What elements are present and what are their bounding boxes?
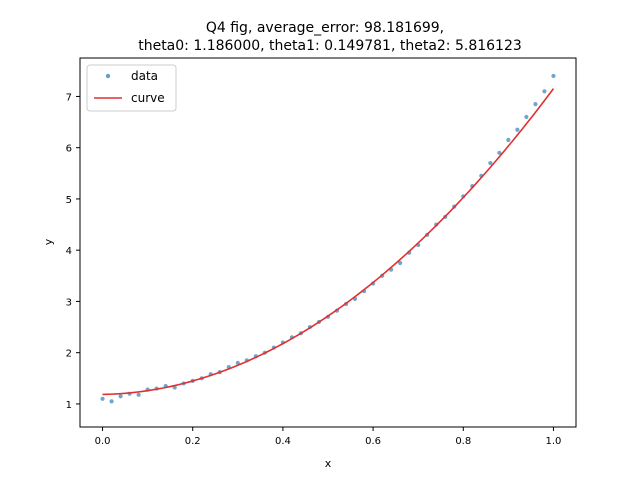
x-tick-label: 0.2	[185, 436, 201, 447]
data-point	[118, 394, 123, 399]
x-tick-label: 0.0	[95, 436, 111, 447]
data-point	[488, 160, 493, 166]
chart-title-line-1: Q4 fig, average_error: 98.181699,	[206, 20, 444, 36]
y-tick-label: 6	[66, 144, 72, 155]
legend: data curve	[86, 64, 177, 112]
chart-title-line-2: theta0: 1.186000, theta1: 0.149781, thet…	[138, 38, 522, 54]
fitted-curve	[102, 88, 555, 396]
y-axis-label: y	[42, 238, 55, 245]
data-point	[533, 102, 538, 107]
legend-data-label: data	[131, 69, 158, 83]
data-point	[515, 127, 520, 132]
data-point	[524, 114, 529, 120]
x-tick-label: 0.6	[365, 436, 381, 447]
data-point	[506, 137, 511, 143]
y-tick-label: 4	[66, 246, 72, 257]
x-tick-label: 0.4	[275, 436, 291, 447]
legend-data-marker	[105, 73, 111, 79]
data-point	[100, 396, 105, 401]
data-point	[398, 260, 403, 266]
data-point	[497, 150, 502, 155]
data-point	[542, 89, 547, 94]
data-point	[136, 392, 141, 397]
x-axis: 0.0 0.2 0.4 0.6 0.8 1.0	[95, 427, 562, 447]
y-tick-label: 5	[66, 195, 72, 206]
data-point	[109, 399, 114, 404]
y-tick-label: 3	[66, 297, 72, 308]
y-tick-label: 2	[66, 349, 72, 360]
plot-area	[100, 73, 556, 404]
axes-frame	[79, 57, 577, 428]
x-tick-label: 0.8	[455, 436, 471, 447]
x-axis-label: x	[325, 457, 332, 470]
x-tick-label: 1.0	[546, 436, 562, 447]
y-tick-label: 7	[66, 92, 72, 103]
y-axis: 1 2 3 4 5 6 7	[66, 92, 80, 411]
data-point	[551, 73, 556, 79]
legend-curve-label: curve	[131, 91, 165, 105]
y-tick-label: 1	[66, 400, 72, 411]
